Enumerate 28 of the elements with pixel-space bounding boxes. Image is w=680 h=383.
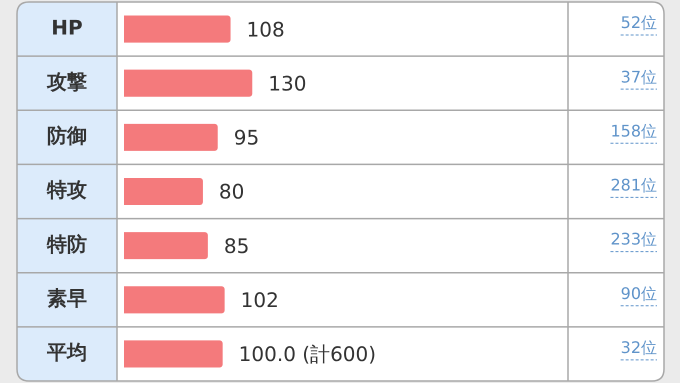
data-label: 100.0 (計600) xyxy=(238,342,376,366)
bar xyxy=(124,178,203,206)
data-label: 130 xyxy=(268,71,306,96)
bar xyxy=(124,16,231,43)
y-tick-label: 特攻 xyxy=(46,178,87,202)
text: 90位 xyxy=(620,284,657,303)
data-label: 85 xyxy=(224,234,250,258)
y-tick-label: 素早 xyxy=(47,286,87,310)
bar xyxy=(124,232,208,260)
data-label: 108 xyxy=(246,17,285,42)
y-tick-label: 平均 xyxy=(46,340,87,364)
text: 233位 xyxy=(610,230,657,249)
data-label: 80 xyxy=(218,180,244,204)
bar xyxy=(124,70,252,97)
y-tick-label: 攻撃 xyxy=(46,69,87,94)
y-tick-label: HP xyxy=(51,15,83,40)
data-label: 95 xyxy=(234,126,260,150)
text: 281位 xyxy=(610,176,657,195)
bar xyxy=(124,340,223,368)
text: 158位 xyxy=(610,121,657,140)
text: 32位 xyxy=(620,338,657,358)
data-label: 102 xyxy=(240,288,279,312)
bar xyxy=(124,124,218,151)
bar xyxy=(124,286,225,314)
text: 52位 xyxy=(620,13,657,32)
y-tick-label: 特防 xyxy=(46,232,87,256)
y-tick-label: 防御 xyxy=(47,124,87,148)
text: 37位 xyxy=(620,67,657,86)
